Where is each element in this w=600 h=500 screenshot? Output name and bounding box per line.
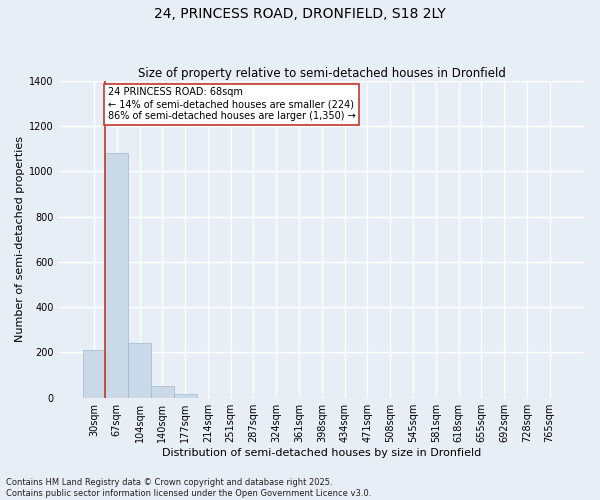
Bar bbox=[128, 344, 151, 398]
Bar bbox=[106, 153, 128, 398]
Bar bbox=[174, 394, 197, 398]
Text: Contains HM Land Registry data © Crown copyright and database right 2025.
Contai: Contains HM Land Registry data © Crown c… bbox=[6, 478, 371, 498]
Y-axis label: Number of semi-detached properties: Number of semi-detached properties bbox=[15, 136, 25, 342]
Title: Size of property relative to semi-detached houses in Dronfield: Size of property relative to semi-detach… bbox=[138, 66, 506, 80]
Text: 24, PRINCESS ROAD, DRONFIELD, S18 2LY: 24, PRINCESS ROAD, DRONFIELD, S18 2LY bbox=[154, 8, 446, 22]
Text: 24 PRINCESS ROAD: 68sqm
← 14% of semi-detached houses are smaller (224)
86% of s: 24 PRINCESS ROAD: 68sqm ← 14% of semi-de… bbox=[107, 88, 355, 120]
X-axis label: Distribution of semi-detached houses by size in Dronfield: Distribution of semi-detached houses by … bbox=[162, 448, 481, 458]
Bar bbox=[151, 386, 174, 398]
Bar bbox=[83, 350, 106, 398]
